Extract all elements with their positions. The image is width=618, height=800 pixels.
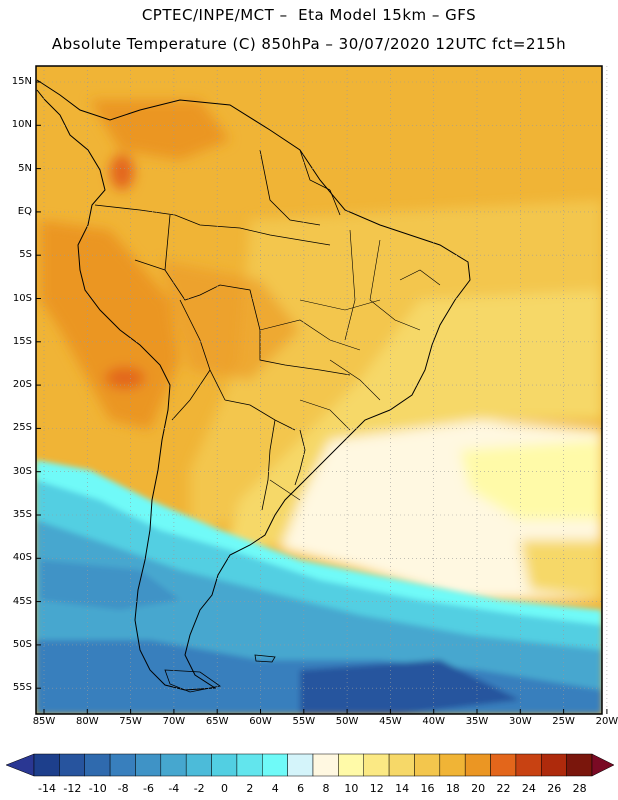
colorbar-label: 20 [471,782,486,795]
colorbar-box [363,753,390,777]
colorbar-box [135,753,162,777]
field-22-24-spot [105,367,145,389]
lon-label: 60W [249,716,272,727]
lat-label: 40S [12,552,32,564]
lon-label: 85W [32,716,56,727]
axis-ticks [36,81,608,714]
colorbar-box [490,753,517,777]
field-22-24-north [110,154,134,190]
lat-label: 20S [12,379,32,391]
title-line-1: CPTEC/INPE/MCT – Eta Model 15km – GFS [141,6,477,24]
lon-label: 35W [465,716,489,727]
graticule [36,66,608,714]
lat-label: 15N [11,76,32,87]
lon-label: 30W [508,716,532,727]
colorbar-label: 24 [521,782,536,795]
colorbar-label: 0 [221,782,229,795]
lat-label: 15S [12,335,32,347]
lat-label: 50S [12,638,32,650]
colorbar-over-arrow [591,753,615,777]
colorbar-box [414,753,441,777]
lat-label: 5N [18,162,32,174]
lon-label: 40W [422,716,445,727]
colorbar-label: -4 [168,782,180,795]
colorbar [5,753,615,777]
colorbar-box [185,753,212,777]
lat-label: 45S [12,595,32,607]
lon-label: 20W [595,716,618,727]
colorbar-box [541,753,567,777]
colorbar-label: 2 [246,782,254,795]
field-minus12-minus8 [300,660,520,714]
colorbar-box [287,753,314,777]
colorbar-box [464,753,491,777]
colorbar-box [388,753,415,777]
colorbar-label: -12 [63,782,82,795]
lat-label: 25S [12,422,32,434]
title-line-2: Absolute Temperature (C) 850hPa – 30/07/… [51,35,567,53]
country-borders [94,149,351,511]
colorbar-box [160,753,187,777]
colorbar-box [262,753,288,777]
colorbar-label: -6 [142,782,154,795]
colorbar-label: 10 [344,782,359,795]
lon-label: 45W [379,716,402,727]
lon-label: 25W [552,716,575,727]
islands [164,654,276,693]
lat-label: 35S [12,509,32,520]
colorbar-box [439,753,466,777]
lat-label: 10S [12,292,32,304]
colorbar-label: 12 [369,782,384,795]
field-10-14-east [520,540,602,600]
colorbar-box [109,753,136,777]
colorbar-box [211,753,238,777]
lat-label: 5S [19,249,32,261]
field-20-22-west [40,220,180,430]
colorbar-label: -10 [88,782,107,795]
colorbar-box [59,753,85,777]
colorbar-label: 22 [496,782,511,795]
field-cold-west [40,560,180,610]
colorbar-label: 6 [297,782,305,795]
colorbar-box [515,753,542,777]
field-16-18 [190,200,602,540]
lat-label: EQ [17,205,32,217]
lon-label: 65W [205,716,229,727]
lon-label: 75W [119,716,142,727]
coastline [36,79,471,691]
lon-label: 50W [335,716,359,727]
colorbar-box [236,753,263,777]
state-borders [259,229,441,501]
colorbar-box [312,753,339,777]
colorbar-box [566,753,593,777]
colorbar-label: 14 [395,782,410,795]
lat-label: 10N [11,119,32,131]
colorbar-box [338,753,364,777]
lon-label: 70W [162,716,186,727]
colorbar-label: 28 [572,782,587,795]
field-8-10 [460,440,602,520]
lat-label: 55S [12,682,32,694]
colorbar-box [33,753,60,777]
colorbar-label: 18 [445,782,460,795]
colorbar-label: 16 [420,782,435,795]
colorbar-label: -8 [117,782,129,795]
colorbar-label: 8 [322,782,330,795]
lon-label: 55W [292,716,316,727]
lon-label: 80W [75,716,99,727]
lat-label: 30S [12,465,32,477]
colorbar-label: -2 [193,782,205,795]
colorbar-box [84,753,111,777]
field-20-22-interior [160,260,300,380]
colorbar-under-arrow [5,753,35,777]
colorbar-label: 4 [271,782,279,795]
map-frame [35,65,603,715]
colorbar-label: 26 [547,782,562,795]
colorbar-label: -14 [38,782,56,795]
